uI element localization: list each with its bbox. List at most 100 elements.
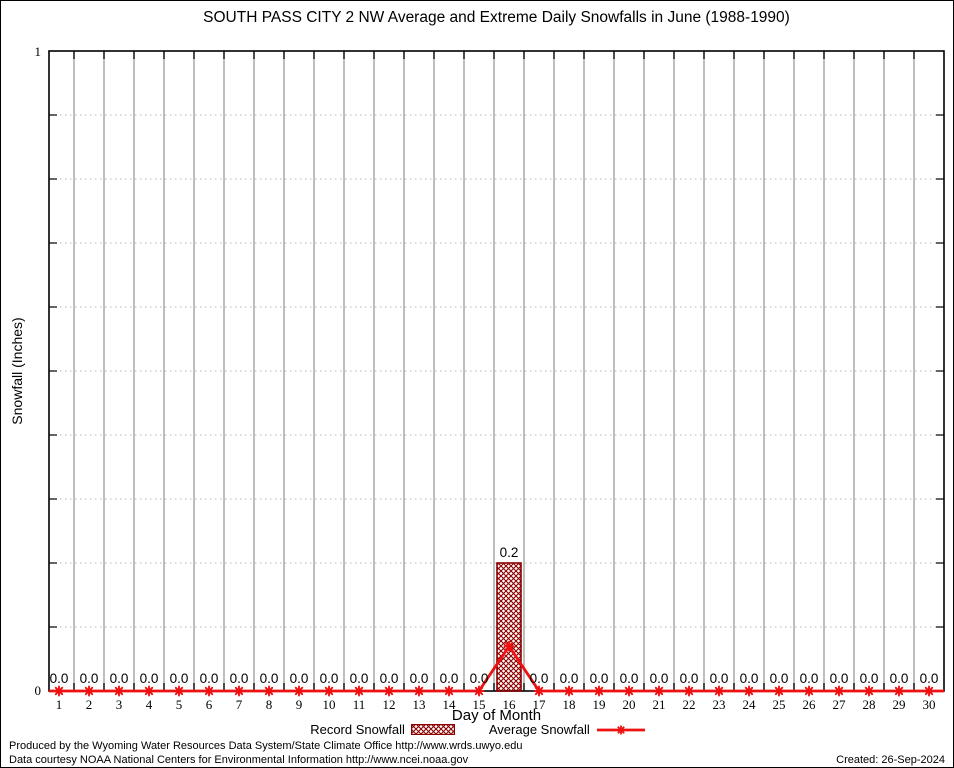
x-tick-label: 26 [803,697,817,712]
x-tick-label: 29 [893,697,906,712]
value-label: 0.0 [650,671,669,686]
x-tick-label: 13 [413,697,426,712]
x-tick-label: 21 [653,697,666,712]
footer-producer: Produced by the Wyoming Water Resources … [9,740,523,752]
value-label: 0.0 [620,671,639,686]
x-tick-label: 2 [86,697,93,712]
average-point-marker [383,685,395,697]
average-point-marker [803,685,815,697]
value-label: 0.0 [80,671,99,686]
x-tick-label: 25 [773,697,786,712]
value-label: 0.0 [320,671,339,686]
value-label: 0.0 [380,671,399,686]
x-tick-label: 8 [266,697,273,712]
value-label: 0.0 [740,671,759,686]
average-point-marker [713,685,725,697]
average-point-marker [833,685,845,697]
average-point-marker [353,685,365,697]
x-tick-label: 20 [623,697,636,712]
average-point-marker [53,685,65,697]
value-label: 0.0 [830,671,849,686]
x-tick-label: 30 [923,697,936,712]
value-label: 0.0 [710,671,729,686]
y-tick-label-top: 1 [35,44,42,59]
legend: Record Snowfall Average Snowfall [1,722,953,737]
value-label: 0.0 [560,671,579,686]
x-tick-label: 19 [593,697,606,712]
x-tick-label: 14 [443,697,457,712]
x-tick-label: 12 [383,697,396,712]
x-tick-label: 6 [206,697,213,712]
value-label: 0.0 [440,671,459,686]
record-swatch-icon [410,724,455,735]
record-snowfall-bar [496,562,522,692]
x-tick-label: 17 [533,697,547,712]
value-label: 0.0 [170,671,189,686]
value-label: 0.2 [500,545,519,560]
x-tick-label: 22 [683,697,696,712]
y-tick-label-bottom: 0 [35,683,42,698]
average-point-marker [83,685,95,697]
legend-entry-record: Record Snowfall [310,722,455,737]
x-tick-label: 5 [176,697,183,712]
average-point-marker [623,685,635,697]
average-point-marker [323,685,335,697]
average-point-marker [653,685,665,697]
x-tick-label: 1 [56,697,63,712]
average-point-marker [743,685,755,697]
average-point-marker [113,685,125,697]
value-label: 0.0 [290,671,309,686]
average-point-marker [473,685,485,697]
average-point-marker [773,685,785,697]
value-label: 0.0 [410,671,429,686]
x-tick-label: 16 [503,697,517,712]
x-tick-label: 28 [863,697,876,712]
x-tick-label: 7 [236,697,243,712]
average-point-marker [683,685,695,697]
x-tick-label: 10 [323,697,336,712]
x-tick-label: 27 [833,697,847,712]
average-line-icon [596,725,645,734]
x-tick-label: 11 [353,697,366,712]
average-point-marker [593,685,605,697]
legend-entry-average: Average Snowfall [489,722,646,737]
value-label: 0.0 [770,671,789,686]
value-label: 0.0 [110,671,129,686]
footer-data-courtesy: Data courtesy NOAA National Centers for … [9,754,469,766]
average-point-marker [533,685,545,697]
average-point-marker [563,685,575,697]
legend-average-label: Average Snowfall [488,722,590,737]
x-axis-title: Day of Month [451,707,542,724]
average-point-marker [413,685,425,697]
average-point-marker [263,685,275,697]
average-point-marker [923,685,935,697]
value-label: 0.0 [50,671,69,686]
x-tick-label: 23 [713,697,726,712]
value-label: 0.0 [680,671,699,686]
average-point-marker [503,640,515,652]
average-point-marker [893,685,905,697]
x-tick-label: 18 [563,697,576,712]
x-tick-label: 4 [146,697,153,712]
value-label: 0.0 [920,671,939,686]
average-point-marker [203,685,215,697]
average-point-marker [443,685,455,697]
average-point-marker [143,685,155,697]
x-tick-label: 15 [473,697,486,712]
value-label: 0.0 [350,671,369,686]
value-label: 0.0 [140,671,159,686]
average-point-marker [233,685,245,697]
value-label: 0.0 [260,671,279,686]
value-label: 0.0 [230,671,249,686]
x-tick-label: 9 [296,697,303,712]
average-point-marker [863,685,875,697]
x-tick-label: 3 [116,697,123,712]
average-point-marker [173,685,185,697]
average-point-marker [293,685,305,697]
value-label: 0.0 [860,671,879,686]
value-label: 0.0 [800,671,819,686]
chart-title: SOUTH PASS CITY 2 NW Average and Extreme… [203,9,790,26]
value-label: 0.0 [470,671,489,686]
